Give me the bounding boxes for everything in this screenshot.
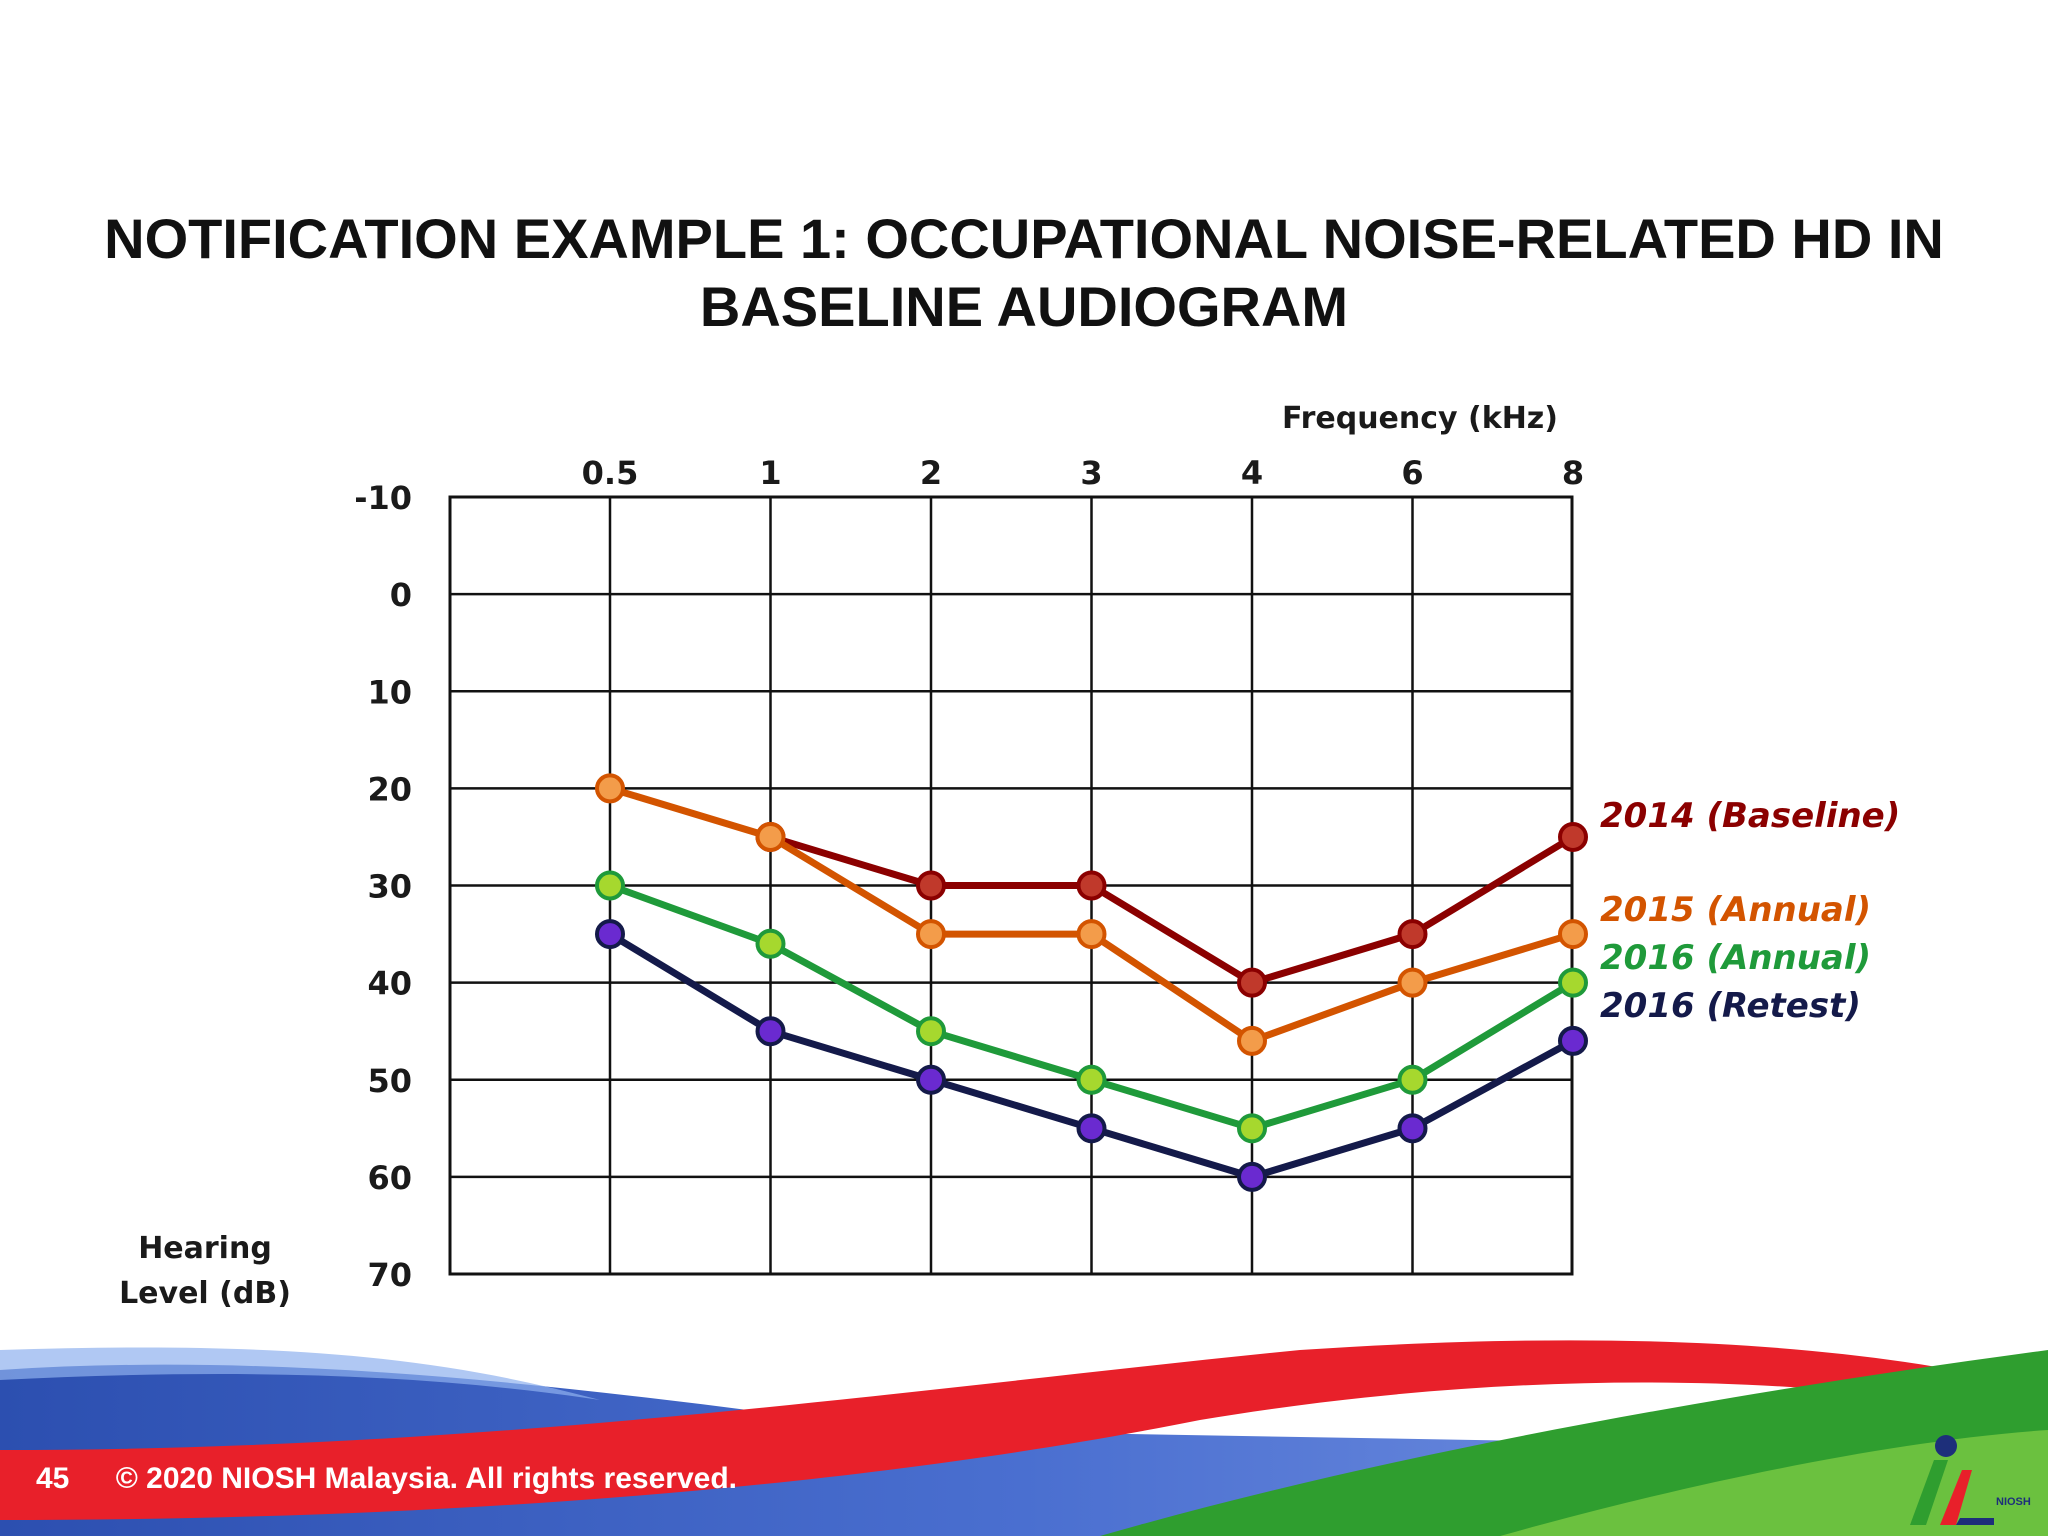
legend-entry: 2014 (Baseline): [1600, 796, 1900, 836]
logo-label: NIOSH: [1996, 1496, 2031, 1508]
data-point: [1397, 1064, 1428, 1095]
x-axis-title: Frequency (kHz): [1282, 401, 1558, 436]
data-point: [1558, 967, 1588, 998]
x-tick-label: 0.5: [582, 454, 639, 492]
page-number: 45: [36, 1462, 70, 1495]
y-tick-label: 20: [367, 770, 412, 808]
series-line: [769, 833, 1575, 987]
data-point: [1237, 967, 1267, 998]
y-tick-label: 50: [367, 1062, 412, 1100]
copyright-text: © 2020 NIOSH Malaysia. All rights reserv…: [115, 1462, 737, 1495]
data-point: [916, 870, 946, 901]
data-point: [1397, 967, 1428, 998]
x-tick-label: 3: [1080, 454, 1102, 492]
slide-title: NOTIFICATION EXAMPLE 1: OCCUPATIONAL NOI…: [60, 205, 1988, 341]
y-axis-title-line-2: Level (dB): [119, 1276, 291, 1311]
data-point: [916, 919, 946, 950]
footer-text: 45 © 2020 NIOSH Malaysia. All rights res…: [36, 1462, 775, 1496]
slide-title-line-2: BASELINE AUDIOGRAM: [699, 275, 1349, 338]
data-point: [755, 1016, 786, 1047]
legend-entry: 2016 (Annual): [1600, 938, 1871, 978]
x-tick-label: 1: [759, 454, 781, 492]
y-axis-title-line-1: Hearing: [138, 1231, 272, 1266]
data-point: [755, 928, 786, 959]
chart-grid: [448, 495, 1574, 1276]
y-tick-label: 40: [367, 965, 412, 1003]
legend-entry: 2016 (Retest): [1600, 986, 1861, 1026]
data-point: [1076, 1064, 1107, 1095]
y-tick-label: 0: [390, 576, 412, 614]
data-point: [1558, 821, 1588, 852]
data-point: [1558, 919, 1588, 950]
data-point: [1076, 919, 1107, 950]
y-tick-label: -10: [354, 479, 412, 517]
data-point: [916, 1064, 946, 1095]
data-point: [595, 773, 625, 804]
data-point: [1397, 1113, 1428, 1144]
slide-title-line-1: NOTIFICATION EXAMPLE 1: OCCUPATIONAL NOI…: [104, 207, 1944, 270]
legend-entry: 2015 (Annual): [1600, 890, 1871, 930]
footer-swoosh-band: [0, 1340, 2048, 1536]
data-point: [1558, 1025, 1588, 1056]
y-tick-label: 10: [367, 673, 412, 711]
x-tick-label: 8: [1562, 454, 1584, 492]
x-tick-label: 2: [920, 454, 942, 492]
data-point: [916, 1016, 946, 1047]
data-point: [1237, 1161, 1267, 1192]
data-point: [595, 919, 625, 950]
data-point: [755, 821, 786, 852]
data-point: [1397, 919, 1428, 950]
data-point: [595, 870, 625, 901]
data-point: [1237, 1025, 1267, 1056]
y-tick-label: 60: [367, 1159, 412, 1197]
y-tick-label: 70: [367, 1256, 412, 1294]
data-point: [1076, 870, 1107, 901]
niosh-logo: [1910, 1435, 1994, 1525]
x-tick-label: 4: [1241, 454, 1263, 492]
x-tick-label: 6: [1401, 454, 1423, 492]
y-tick-label: 30: [367, 868, 412, 906]
chart-series: [595, 773, 1588, 1192]
data-point: [1237, 1113, 1267, 1144]
data-point: [1076, 1113, 1107, 1144]
